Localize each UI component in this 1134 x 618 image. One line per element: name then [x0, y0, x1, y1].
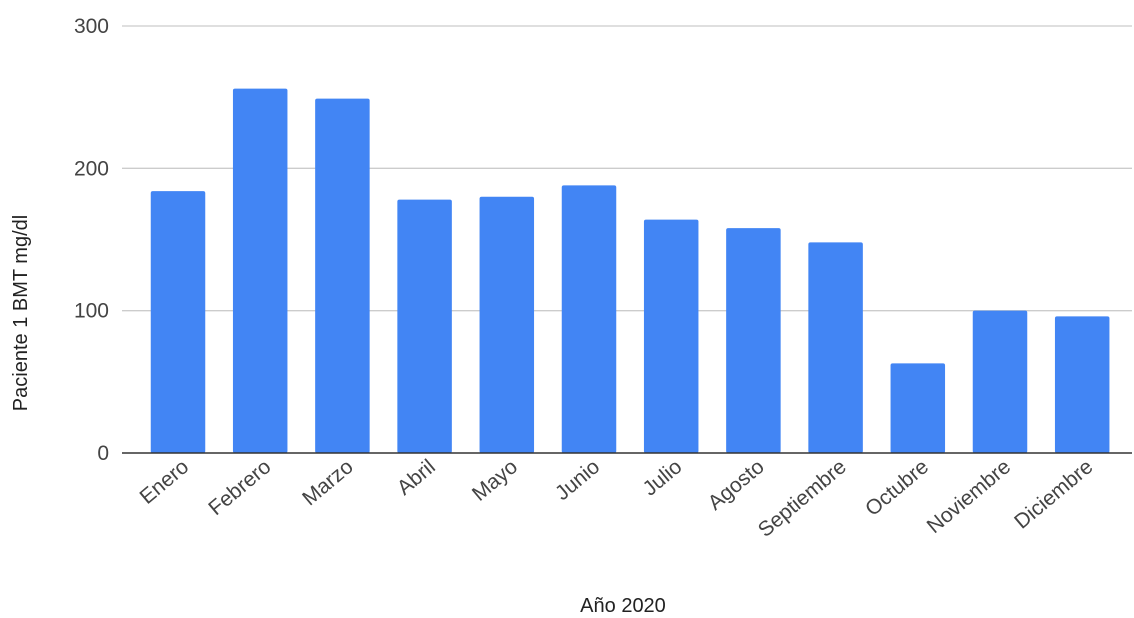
- x-tick-label: Diciembre: [1010, 455, 1097, 533]
- bar-octubre: [890, 363, 946, 453]
- y-tick-label: 300: [74, 15, 109, 38]
- y-axis-ticks: 0 100 200 300: [74, 15, 109, 465]
- bar-mayo: [479, 196, 535, 454]
- x-axis-ticks: Enero Febrero Marzo Abril Mayo Junio Julio Agos…: [135, 455, 1097, 542]
- bar-marzo: [315, 98, 370, 453]
- bar-abril: [397, 199, 452, 453]
- bar-julio: [643, 219, 699, 453]
- bar-enero: [150, 191, 206, 453]
- y-tick-label: 100: [74, 300, 109, 323]
- y-axis-title: Paciente 1 BMT mg/dl: [10, 215, 32, 411]
- bar-septiembre: [808, 242, 863, 453]
- bar-diciembre: [1054, 316, 1110, 453]
- grid-lines: [122, 25, 1132, 312]
- bar-noviembre: [972, 310, 1028, 453]
- bar-junio: [561, 185, 617, 453]
- x-tick-label: Noviembre: [923, 455, 1016, 538]
- x-tick-label: Julio: [639, 455, 687, 500]
- x-tick-label: Junio: [551, 455, 604, 505]
- x-tick-label: Septiembre: [754, 455, 851, 542]
- x-tick-label: Mayo: [468, 455, 522, 506]
- bars: [122, 88, 1132, 454]
- x-axis-title: Año 2020: [580, 595, 666, 617]
- x-tick-label: Octubre: [861, 455, 933, 521]
- x-tick-label: Abril: [393, 455, 440, 500]
- x-tick-label: Enero: [135, 455, 193, 509]
- x-tick-label: Agosto: [704, 455, 769, 515]
- bar-febrero: [232, 88, 288, 454]
- x-tick-label: Febrero: [204, 455, 275, 520]
- bar-agosto: [726, 228, 781, 453]
- y-tick-label: 200: [74, 157, 109, 180]
- y-tick-label: 0: [97, 442, 109, 465]
- x-tick-label: Marzo: [298, 455, 357, 510]
